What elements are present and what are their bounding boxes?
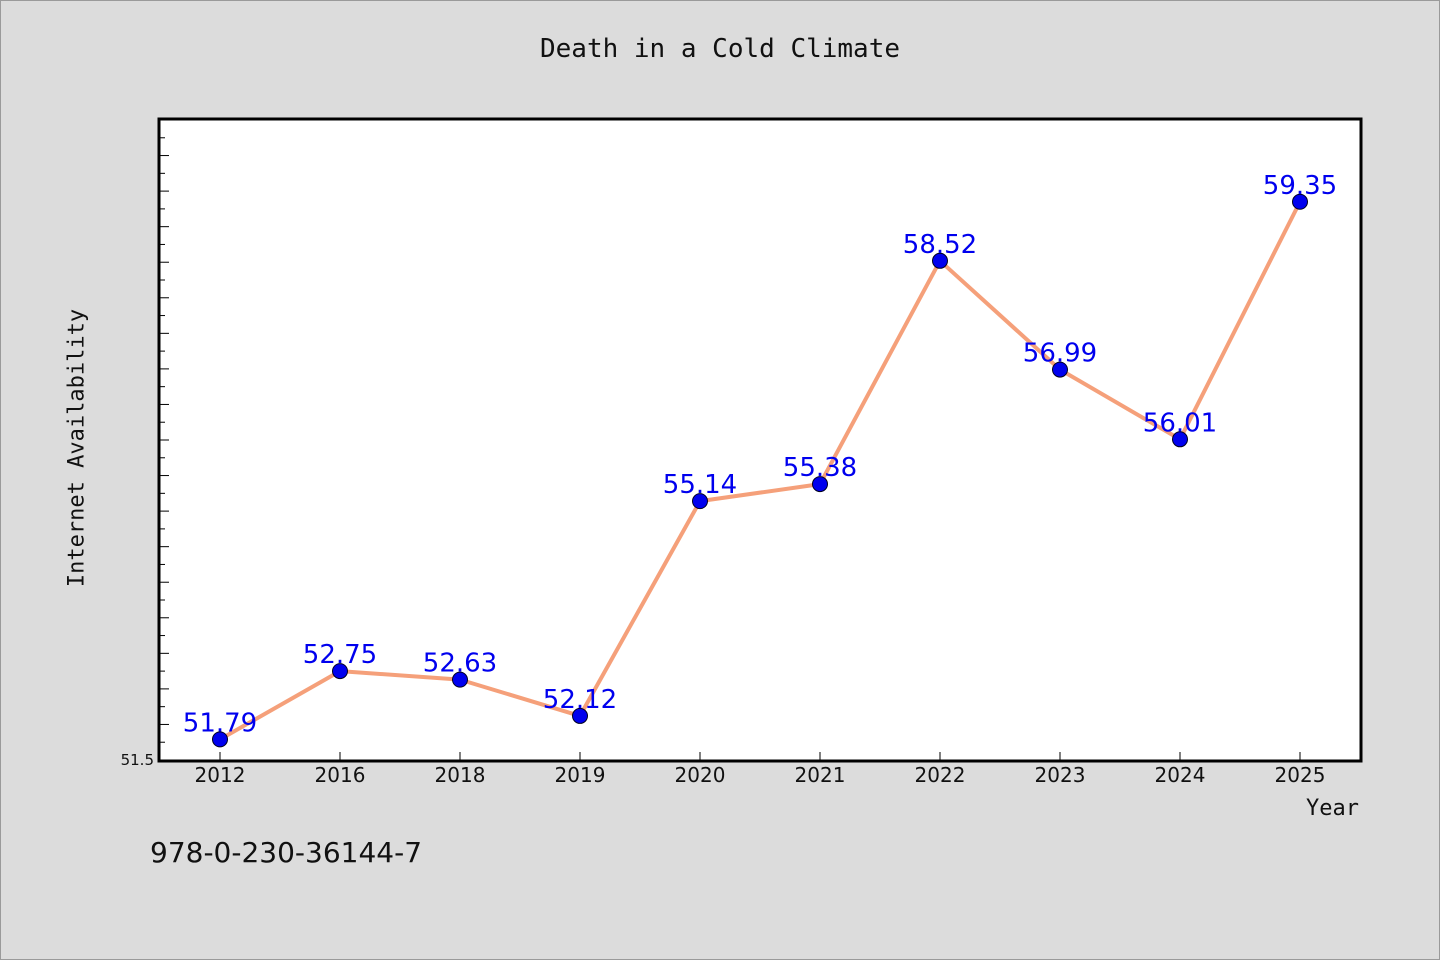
x-tick-label: 2012 xyxy=(195,763,246,787)
data-point xyxy=(332,663,348,680)
data-point xyxy=(1172,431,1188,448)
isbn-text: 978-0-230-36144-7 xyxy=(150,836,423,869)
series-line-group xyxy=(212,193,1308,748)
plot-area xyxy=(157,117,1363,763)
data-point xyxy=(572,707,588,724)
x-axis-label: Year xyxy=(1306,796,1359,821)
series-line xyxy=(219,200,1302,742)
data-label: 52.63 xyxy=(423,649,497,679)
x-tick-label: 2018 xyxy=(435,763,486,787)
data-point xyxy=(1292,193,1308,210)
data-label: 51.79 xyxy=(183,708,257,738)
x-tick-label: 2023 xyxy=(1035,763,1086,787)
data-label: 58.52 xyxy=(903,230,977,260)
data-label: 55.14 xyxy=(663,470,737,500)
y-tick-label: 51.5 xyxy=(121,751,154,769)
data-point xyxy=(212,731,228,748)
x-tick-label: 2019 xyxy=(555,763,606,787)
data-label: 56.01 xyxy=(1143,408,1217,438)
x-tick-label: 2016 xyxy=(315,763,366,787)
data-label: 55.38 xyxy=(783,453,857,483)
data-label: 56.99 xyxy=(1023,339,1097,369)
data-label: 52.12 xyxy=(543,685,617,715)
data-label: 52.75 xyxy=(303,640,377,670)
data-labels: 51.79 52.75 52.63 52.12 55.14 55.38 58.52 56.99… xyxy=(183,171,1337,739)
x-tick-label: 2021 xyxy=(795,763,846,787)
x-tick-label: 2025 xyxy=(1275,763,1326,787)
data-point xyxy=(692,493,708,510)
data-point xyxy=(1052,361,1068,378)
data-point xyxy=(932,252,948,269)
y-axis-ticks: 51.5 xyxy=(121,119,169,769)
x-tick-label: 2020 xyxy=(675,763,726,787)
x-tick-label: 2024 xyxy=(1155,763,1206,787)
data-point xyxy=(452,671,468,688)
data-point xyxy=(812,476,828,493)
data-label: 59.35 xyxy=(1263,171,1337,201)
x-tick-label: 2022 xyxy=(915,763,966,787)
chart-title: Death in a Cold Climate xyxy=(539,34,901,64)
x-axis-ticks: 2012 2016 2018 2019 2020 2021 2022 2023 2024 2025 xyxy=(195,752,1326,787)
